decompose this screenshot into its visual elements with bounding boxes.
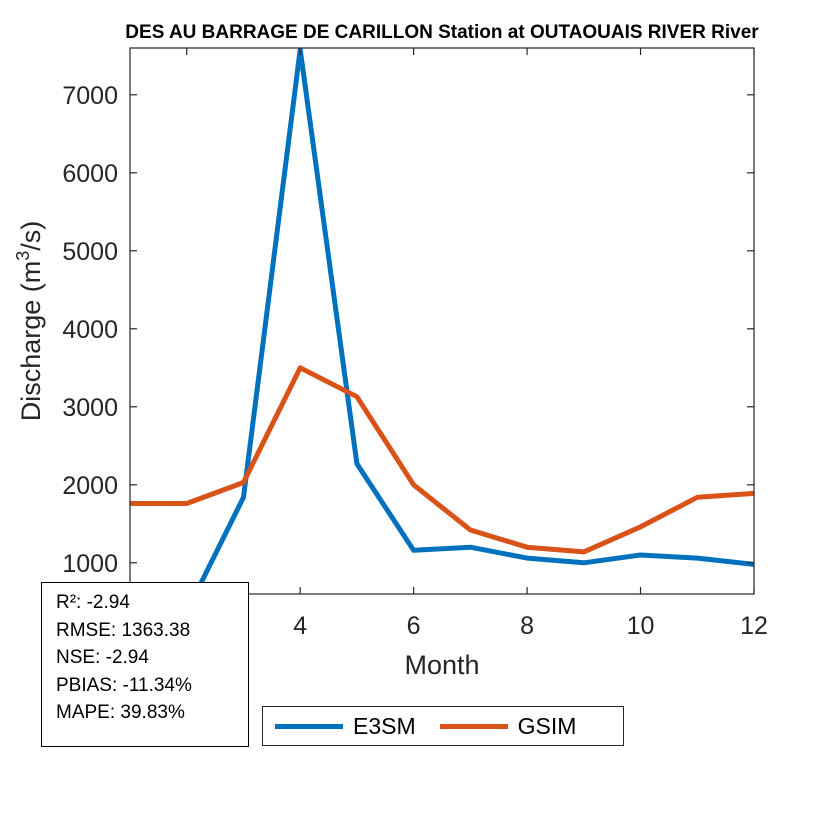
legend-swatch-e3sm xyxy=(275,723,343,729)
plot-area-frame xyxy=(129,47,755,595)
x-tick-label-8: 8 xyxy=(520,612,534,640)
y-tick-label-7000: 7000 xyxy=(62,82,118,110)
legend-item-e3sm: E3SM xyxy=(263,713,416,740)
series-line-e3sm xyxy=(192,48,754,594)
y-tick-label-4000: 4000 xyxy=(62,316,118,344)
statistics-box: R²: -2.94 RMSE: 1363.38 NSE: -2.94 PBIAS… xyxy=(41,582,249,747)
y-tick-label-2000: 2000 xyxy=(62,472,118,500)
y-tick-label-1000: 1000 xyxy=(62,550,118,578)
legend-label-gsim: GSIM xyxy=(517,712,577,739)
x-tick-label-4: 4 xyxy=(293,612,307,640)
y-tick-label-6000: 6000 xyxy=(62,160,118,188)
series-line-gsim xyxy=(130,365,754,555)
y-axis-label-superscript: 3 xyxy=(13,251,33,261)
chart-title: DES AU BARRAGE DE CARILLON Station at OU… xyxy=(125,22,759,43)
y-tick-label-3000: 3000 xyxy=(62,394,118,422)
x-axis-label: Month xyxy=(404,650,479,680)
stat-pbias: PBIAS: -11.34% xyxy=(56,674,192,696)
plot-area-background xyxy=(130,48,754,594)
stat-r2: R²: -2.94 xyxy=(56,592,130,613)
y-axis-label: Discharge (m3/s) xyxy=(13,221,46,422)
x-tick-label-6: 6 xyxy=(407,612,421,640)
stat-nse: NSE: -2.94 xyxy=(56,647,149,668)
legend-label-e3sm: E3SM xyxy=(353,712,416,739)
y-tick-label-5000: 5000 xyxy=(62,238,118,266)
legend-item-gsim: GSIM xyxy=(428,712,577,740)
x-tick-label-10: 10 xyxy=(627,612,655,640)
legend-swatch-gsim xyxy=(439,723,508,729)
y-axis-label-main: Discharge (m xyxy=(16,261,46,422)
stat-mape: MAPE: 39.83% xyxy=(56,702,185,723)
x-tick-label-12: 12 xyxy=(740,612,768,640)
legend: E3SM GSIM xyxy=(262,706,624,746)
y-axis-label-suffix: /s) xyxy=(16,221,46,251)
stat-rmse: RMSE: 1363.38 xyxy=(56,619,191,641)
